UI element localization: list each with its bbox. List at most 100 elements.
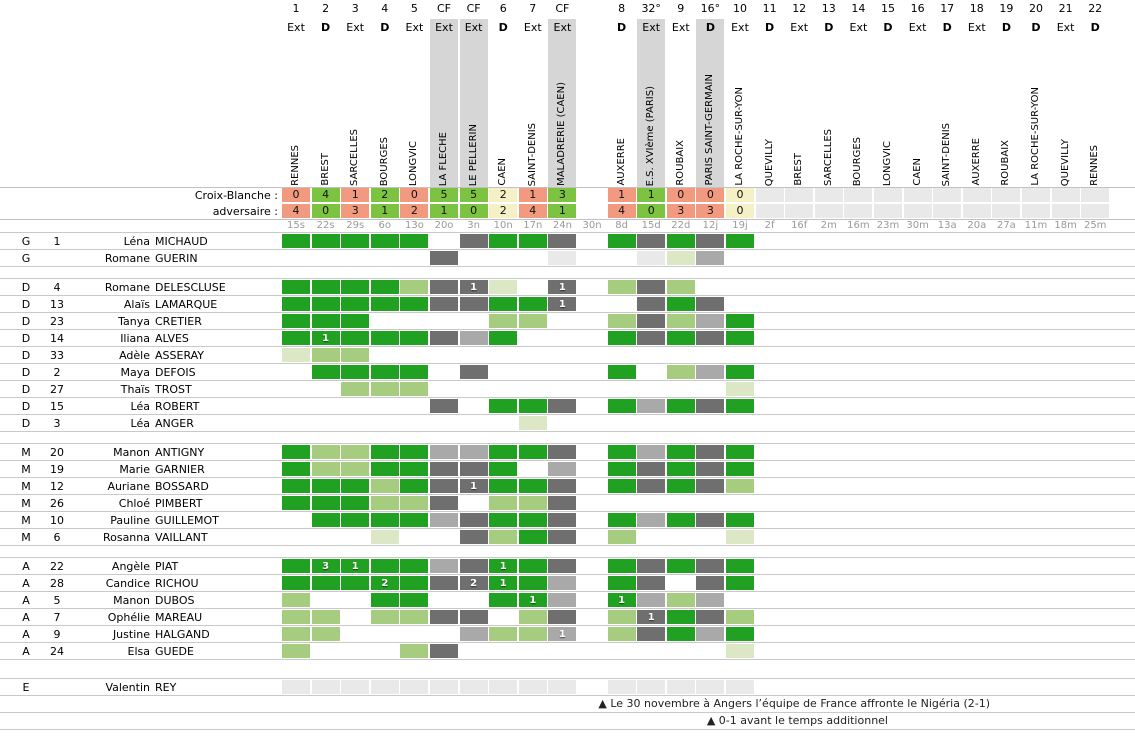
participation-cell (400, 297, 429, 311)
score-cell-opponent: 3 (696, 204, 725, 218)
match-number: 10 (733, 2, 747, 15)
match-number: CF (555, 2, 570, 15)
match-date: 29s (346, 220, 365, 231)
participation-cell (430, 559, 458, 573)
participation-cell (489, 513, 518, 527)
participation-cell: 1 (518, 593, 547, 607)
player-last-name: DUBOS (155, 594, 195, 607)
score-cell-team (874, 188, 902, 202)
match-number: 21 (1058, 2, 1073, 15)
match-date: 22d (671, 220, 691, 231)
participation-cell (459, 513, 488, 527)
participation-cell (311, 314, 340, 328)
participation-cell (282, 576, 310, 590)
player-last-name: MICHAUD (155, 235, 208, 248)
score-cell-opponent (1051, 204, 1080, 218)
player-first-name: Pauline (110, 514, 150, 527)
participation-cell (341, 280, 370, 294)
opponent-score-label: adversaire : (212, 205, 278, 218)
participation-cell (459, 627, 488, 641)
participation-cell (430, 576, 458, 590)
participation-cell (489, 479, 518, 493)
participation-cell (637, 234, 666, 248)
match-date: 2m (820, 220, 837, 231)
participation-cell (430, 610, 458, 624)
opponent-name: LE PELLERIN (459, 40, 489, 186)
opponent-name-text: MALADRERIE (CAEN) (556, 82, 568, 186)
score-cell-team: 1 (518, 188, 547, 202)
score-cell-team (785, 188, 814, 202)
match-number: 5 (410, 2, 418, 15)
score-cell-team (844, 188, 873, 202)
participation-cell (726, 644, 754, 658)
match-number: 19 (999, 2, 1014, 15)
player-row: D 14 Iliana ALVES 1 (0, 330, 1135, 347)
player-row: D 23 Tanya CRETIER (0, 313, 1135, 330)
jersey-number: 5 (53, 594, 61, 607)
opponent-name: PARIS SAINT-GERMAIN (695, 40, 725, 186)
venue-label: Ext (731, 21, 749, 34)
player-first-name: Elsa (127, 645, 150, 658)
participation-cell: 1 (548, 280, 577, 294)
participation-cell (726, 513, 754, 527)
score-cell-team: 0 (666, 188, 695, 202)
player-last-name: GUILLEMOT (155, 514, 219, 527)
participation-cell (489, 280, 518, 294)
goal-count: 1 (351, 560, 359, 572)
player-first-name: Angèle (111, 560, 150, 573)
player-last-name: ROBERT (155, 400, 200, 413)
score-cell-team: 3 (548, 188, 577, 202)
match-number: 6 (499, 2, 507, 15)
participation-cell (518, 680, 547, 694)
venue-label: D (883, 21, 893, 34)
score-cell-team: 4 (311, 188, 340, 202)
score-cell-team: 5 (430, 188, 458, 202)
match-number: 17 (940, 2, 955, 15)
goal-count: 3 (322, 560, 330, 572)
venue-label: D (824, 21, 834, 34)
player-last-name: ASSERAY (155, 349, 205, 362)
participation-cell (341, 331, 370, 345)
match-date: 24n (552, 220, 572, 231)
participation-cell (370, 479, 399, 493)
participation-cell (341, 314, 370, 328)
participation-cell (726, 399, 754, 413)
opponent-name: SAINT-DENIS (932, 40, 962, 186)
opponent-name: CAEN (488, 40, 518, 186)
match-number: CF (436, 2, 451, 15)
participation-cell (666, 399, 695, 413)
player-last-name: GUERIN (155, 252, 198, 265)
participation-cell: 1 (637, 610, 666, 624)
match-number: 14 (851, 2, 866, 15)
participation-cell (518, 610, 547, 624)
jersey-number: 13 (50, 298, 64, 311)
score-cell-opponent: 0 (459, 204, 488, 218)
participation-cell (311, 280, 340, 294)
section-gap (0, 546, 1135, 558)
venue-label: Ext (908, 21, 927, 34)
player-first-name: Candice (105, 577, 150, 590)
score-cell-opponent (903, 204, 932, 218)
jersey-number: 10 (50, 514, 64, 527)
match-date: 8d (615, 220, 628, 231)
jersey-number: 33 (50, 349, 64, 362)
match-date: 10n (493, 220, 513, 231)
player-last-name: CRETIER (155, 315, 202, 328)
player-last-name: ANTIGNY (155, 446, 205, 459)
participation-cell (726, 576, 754, 590)
participation-cell (696, 234, 725, 248)
score-cell-opponent (814, 204, 843, 218)
position-label: D (21, 400, 31, 413)
match-date: 15d (641, 220, 661, 231)
position-label: M (21, 463, 31, 476)
player-last-name: VAILLANT (155, 531, 208, 544)
match-number: 9 (677, 2, 685, 15)
participation-cell (311, 576, 340, 590)
position-label: D (21, 417, 31, 430)
player-row: E Valentin REY (0, 679, 1135, 696)
score-cell-opponent: 1 (370, 204, 399, 218)
match-date: 6o (378, 220, 392, 231)
match-date: 16f (791, 220, 808, 231)
position-label: D (21, 298, 31, 311)
match-date: 16m (847, 220, 870, 231)
